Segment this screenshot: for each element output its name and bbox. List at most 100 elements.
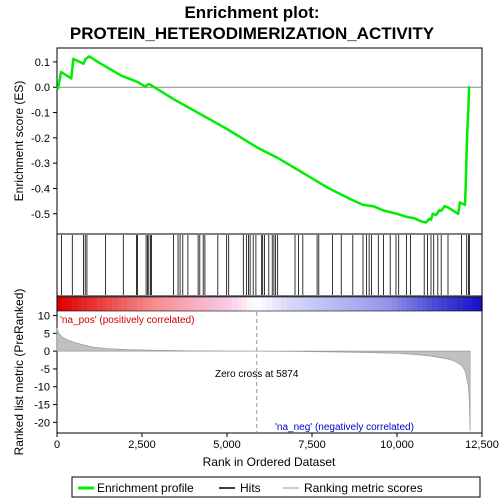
color-bar-segment [472, 297, 478, 311]
color-bar-segment [167, 297, 173, 311]
chart-title-line2: PROTEIN_HETERODIMERIZATION_ACTIVITY [70, 24, 435, 43]
ranking-y-tick-label: -5 [40, 364, 50, 376]
color-bar-segment [277, 297, 283, 311]
es-y-tick-label: 0.0 [35, 82, 50, 94]
color-bar-segment [252, 297, 258, 311]
ranking-y-tick-label: -10 [34, 382, 50, 394]
color-bar-segment [302, 297, 308, 311]
chart-title-line1: Enrichment plot: [184, 3, 319, 22]
color-bar-segment [207, 297, 213, 311]
color-bar-segment [72, 297, 78, 311]
color-bar-segment [152, 297, 158, 311]
color-bar-segment [307, 297, 313, 311]
enrichment-profile [56, 55, 471, 224]
color-bar-segment [402, 297, 408, 311]
color-bar-segment [417, 297, 423, 311]
color-bar-segment [117, 297, 123, 311]
ranking-y-axis: 10 5 0 -5 -10 -15 -20 [34, 311, 57, 429]
color-bar-segment [432, 297, 438, 311]
color-bar-segment [227, 297, 233, 311]
color-bar-segment [122, 297, 128, 311]
color-bar-segment [92, 297, 98, 311]
color-bar-segment [317, 297, 323, 311]
legend-hits-label: Hits [240, 481, 261, 495]
color-bar-segment [337, 297, 343, 311]
ranking-y-tick-label: -15 [34, 400, 50, 412]
color-bar-segment [237, 297, 243, 311]
ranking-y-axis-label: Ranked list metric (PreRanked) [12, 289, 26, 456]
color-bar-segment [222, 297, 228, 311]
x-tick-label: 5,000 [213, 439, 241, 451]
es-y-tick-label: 0.1 [35, 57, 50, 69]
color-bar-segment [82, 297, 88, 311]
color-bar-segment [62, 297, 68, 311]
legend-ranking-label: Ranking metric scores [304, 481, 423, 495]
x-tick-label: 12,500 [465, 439, 499, 451]
color-bar-segment [192, 297, 198, 311]
color-bar-segment [372, 297, 378, 311]
color-bar-segment [142, 297, 148, 311]
color-bar-segment [357, 297, 363, 311]
color-bar-segment [232, 297, 238, 311]
x-tick-label: 0 [54, 439, 60, 451]
color-bar-segment [262, 297, 268, 311]
positive-correlation-label: 'na_pos' (positively correlated) [60, 315, 194, 326]
color-bar-segment [107, 297, 113, 311]
legend: Enrichment profile Hits Ranking metric s… [71, 476, 481, 498]
color-bar-segment [172, 297, 178, 311]
color-bar-segment [467, 297, 473, 311]
color-bar-segment [397, 297, 403, 311]
x-tick-label: 2,500 [128, 439, 156, 451]
color-bar-segment [112, 297, 118, 311]
es-y-tick-label: -0.4 [31, 183, 50, 195]
color-bar-segment [332, 297, 338, 311]
color-bar-segment [292, 297, 298, 311]
color-bar-segment [377, 297, 383, 311]
x-axis: 0 2,500 5,000 7,500 10,000 12,500 [54, 433, 499, 451]
color-bar-segment [202, 297, 208, 311]
es-y-axis-label: Enrichment score (ES) [12, 81, 26, 202]
x-tick-label: 7,500 [298, 439, 326, 451]
color-bar-segment [272, 297, 278, 311]
color-bar-segment [242, 297, 248, 311]
color-bar-segment [367, 297, 373, 311]
color-bar-segment [462, 297, 468, 311]
color-bar-segment [147, 297, 153, 311]
color-bar-segment [452, 297, 458, 311]
color-bar-segment [342, 297, 348, 311]
ranking-metric-area [56, 327, 471, 432]
hit-markers [61, 235, 470, 295]
color-bar-segment [412, 297, 418, 311]
color-bar-segment [77, 297, 83, 311]
ranking-y-tick-label: 10 [38, 311, 50, 323]
color-bar-segment [102, 297, 108, 311]
x-tick-label: 10,000 [380, 439, 414, 451]
color-bar-segment [287, 297, 293, 311]
color-bar-segment [177, 297, 183, 311]
hits-panel-frame [56, 233, 483, 297]
color-bar-segment [247, 297, 253, 311]
es-y-tick-label: -0.3 [31, 158, 50, 170]
color-bar-segment [212, 297, 218, 311]
color-bar-segment [282, 297, 288, 311]
negative-correlation-label: 'na_neg' (negatively correlated) [275, 422, 414, 433]
color-bar-segment [217, 297, 223, 311]
color-bar-segment [327, 297, 333, 311]
color-bar-segment [437, 297, 443, 311]
color-bar-segment [197, 297, 203, 311]
color-bar-segment [312, 297, 318, 311]
color-bar-segment [392, 297, 398, 311]
color-bar-segment [362, 297, 368, 311]
color-bar-segment [137, 297, 143, 311]
color-bar-segment [447, 297, 453, 311]
color-bar-segment [157, 297, 163, 311]
color-bar-segment [297, 297, 303, 311]
color-bar-segment [187, 297, 193, 311]
legend-enrichment-label: Enrichment profile [97, 481, 194, 495]
color-bar-segment [382, 297, 388, 311]
color-bar-segment [182, 297, 188, 311]
color-bar-segment [267, 297, 273, 311]
ranking-y-tick-label: 0 [44, 346, 50, 358]
color-bar-segment [132, 297, 138, 311]
